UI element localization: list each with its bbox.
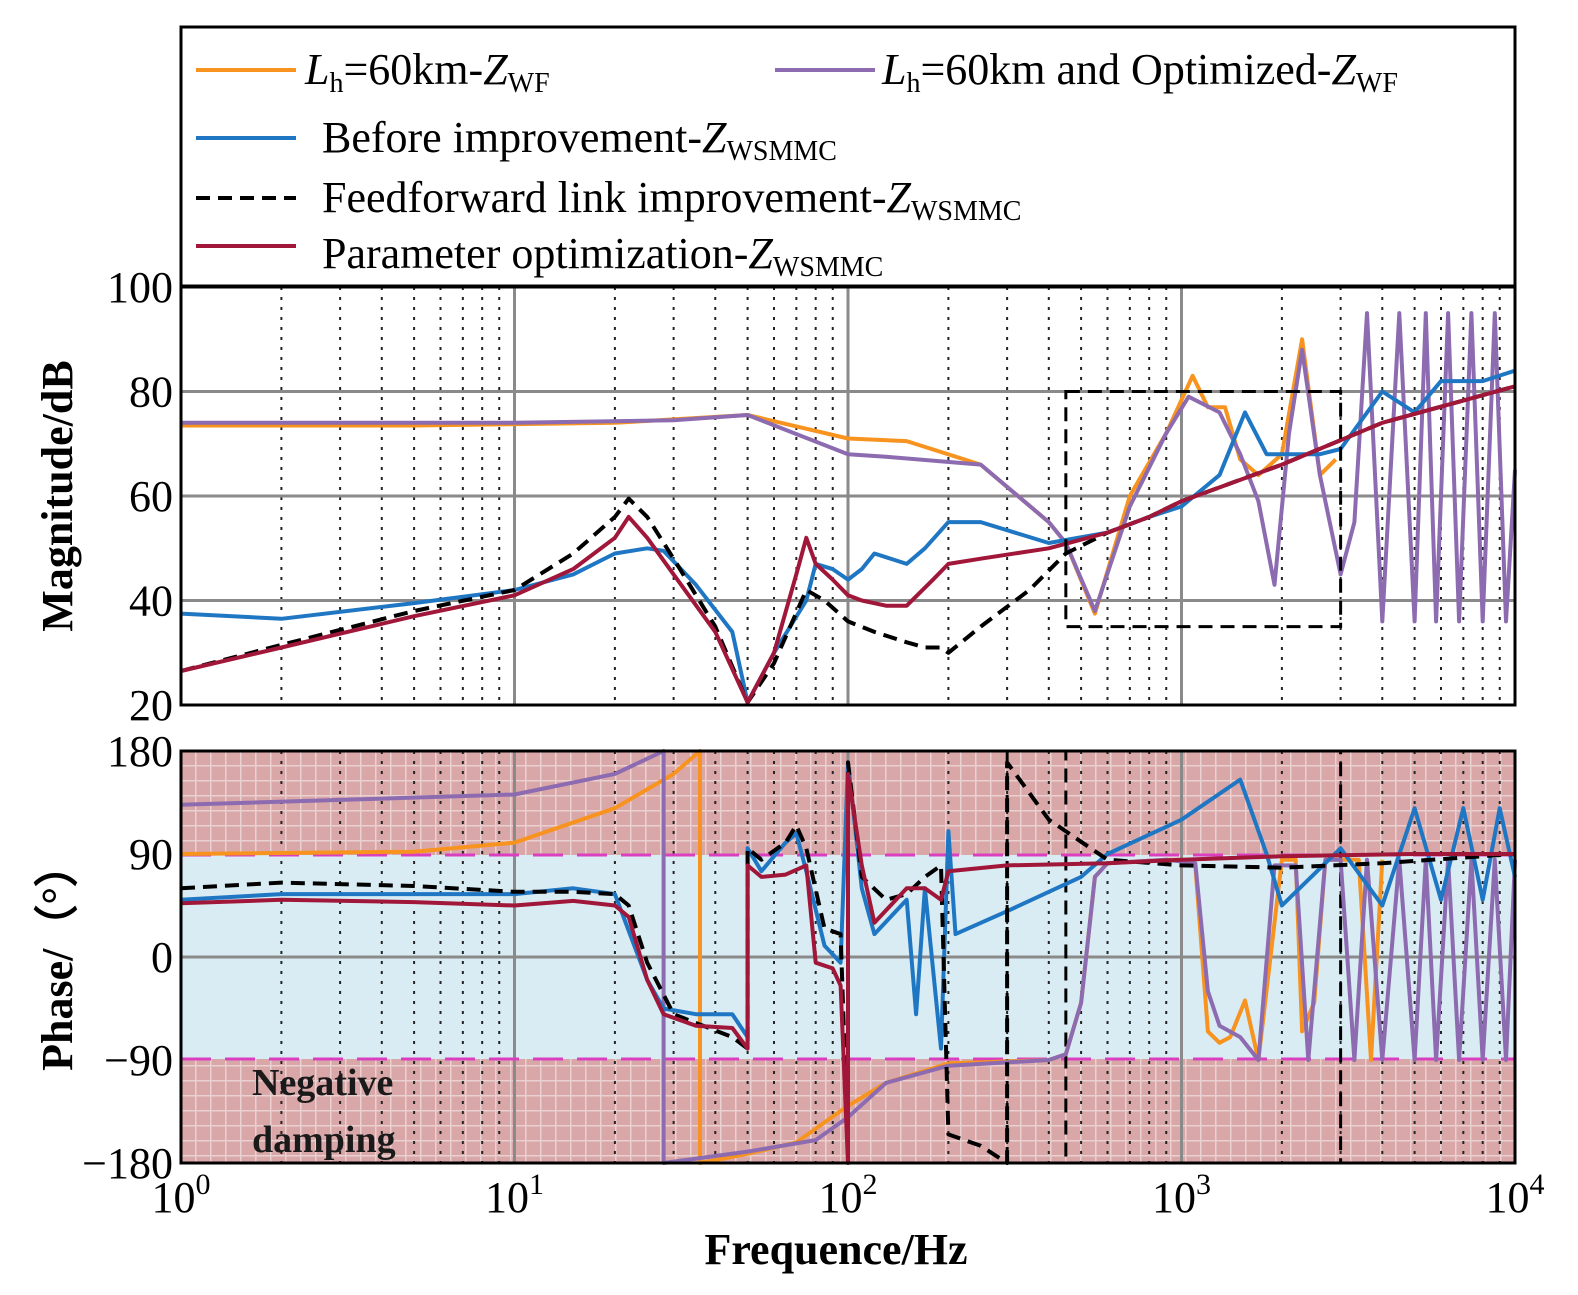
series-parameter-optimization-zwsmmc — [180, 384, 1516, 705]
y-tick-label: −180 — [82, 1139, 173, 1188]
legend: Lh=60km-ZWF Lh=60km and Optimized-ZWF Be… — [179, 25, 1517, 288]
y-tick-label: 90 — [129, 830, 173, 879]
y-tick-label: 180 — [107, 727, 173, 776]
magnitude-y-ticks: 100 80 60 40 20 — [107, 263, 173, 730]
phase-frame — [179, 749, 1517, 1165]
y-tick-label: 20 — [129, 681, 173, 730]
x-tick-label: 102 — [819, 1168, 878, 1222]
y-tick-label: 40 — [129, 577, 173, 626]
magnitude-frame — [179, 285, 1517, 707]
y-tick-label: −90 — [104, 1036, 173, 1085]
x-tick-label: 103 — [1152, 1168, 1211, 1222]
y-tick-label: 60 — [129, 472, 173, 521]
x-axis-label: Frequence/Hz — [704, 1225, 967, 1274]
legend-label-param-opt: Parameter optimization-ZWSMMC — [322, 229, 883, 283]
series-lh-60km-zwf — [181, 337, 1338, 616]
negative-damping-label-line1: Negative — [252, 1062, 393, 1104]
series-before-improvement-zwsmmc — [180, 760, 1517, 1051]
y-tick-label: 100 — [107, 263, 173, 312]
legend-label-before: Before improvement-ZWSMMC — [322, 113, 837, 167]
series-feedforward-link-improvement-zwsmmc — [180, 760, 1516, 1165]
series-parameter-optimization-zwsmmc — [180, 771, 1515, 1165]
y-tick-label: 0 — [151, 933, 173, 982]
phase-series — [180, 749, 1517, 1165]
negative-damping-label-line2: damping — [252, 1119, 396, 1161]
x-tick-labels: 100 101 102 103 104 — [152, 1168, 1545, 1222]
legend-label-feedforward: Feedforward link improvement-ZWSMMC — [322, 173, 1021, 227]
x-tick-label: 104 — [1486, 1168, 1545, 1222]
magnitude-panel: 100 80 60 40 20 Magnitude/dB — [33, 263, 1517, 730]
y-tick-label: 80 — [129, 368, 173, 417]
magnitude-zoom-box — [1064, 390, 1343, 629]
x-tick-label: 101 — [485, 1168, 544, 1222]
series-feedforward-link-improvement-zwsmmc — [180, 384, 1516, 705]
legend-label-lh-zwf: Lh=60km-ZWF — [304, 45, 550, 99]
series-lh-60km-and-optimized-zwf — [181, 311, 1517, 624]
magnitude-ylabel: Magnitude/dB — [33, 360, 82, 631]
series-lh-60km-and-optimized-zwf — [180, 749, 1517, 1165]
phase-panel: 180 90 0 −90 −180 Negative damping Phase/（°） — [33, 727, 1517, 1188]
magnitude-series — [180, 311, 1517, 705]
series-before-improvement-zwsmmc — [180, 368, 1516, 705]
x-tick-label: 100 — [152, 1168, 211, 1222]
phase-ylabel: Phase/（°） — [33, 843, 82, 1071]
phase-y-ticks: 180 90 0 −90 −180 — [82, 727, 173, 1188]
legend-label-optimized-zwf: Lh=60km and Optimized-ZWF — [881, 45, 1398, 99]
